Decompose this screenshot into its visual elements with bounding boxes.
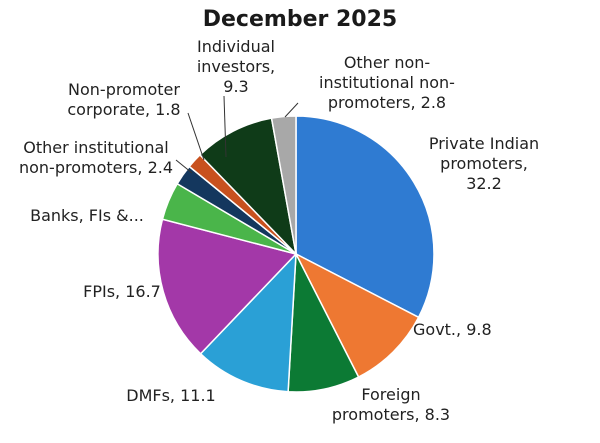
- slice-label-line: institutional non-: [319, 73, 455, 92]
- slice-label-line: promoters, 2.8: [328, 93, 446, 112]
- slice-label-line: Govt., 9.8: [413, 320, 492, 339]
- slice-label-line: 32.2: [466, 174, 502, 193]
- pie-slice: [199, 252, 297, 393]
- slice-label-line: DMFs, 11.1: [126, 386, 215, 405]
- slice-label: Other non-institutional non-promoters, 2…: [319, 53, 455, 112]
- slice-label-line: promoters,: [440, 154, 528, 173]
- slice-label: Private Indian promoters, 32.2: [429, 134, 539, 193]
- slice-label-line: corporate, 1.8: [67, 100, 180, 119]
- slice-label-line: 9.3: [223, 77, 248, 96]
- slice-label-line: Individual: [197, 37, 275, 56]
- pie-slice: [198, 117, 298, 257]
- slice-labels: Private Indian promoters, 32.2 Govt., 9.8 Fo…: [19, 37, 539, 424]
- slice-label: Individual investors, 9.3: [197, 37, 275, 96]
- slice-label: Banks, FIs &...: [30, 206, 144, 225]
- slice-label: DMFs, 11.1: [126, 386, 215, 405]
- slice-label-line: Other institutional: [23, 138, 168, 157]
- slice-label-line: promoters, 8.3: [332, 405, 450, 424]
- slice-label: Non-promoter corporate, 1.8: [67, 80, 180, 119]
- slice-label-line: Private Indian: [429, 134, 539, 153]
- slice-label: Foreign promoters, 8.3: [332, 385, 450, 424]
- slice-label: FPIs, 16.7: [83, 282, 161, 301]
- pie-slice: [270, 115, 297, 255]
- slice-label-line: Banks, FIs &...: [30, 206, 144, 225]
- slice-label: Other institutional non-promoters, 2.4: [19, 138, 173, 177]
- chart-title: December 2025: [203, 7, 397, 32]
- pie-slices: [157, 115, 435, 393]
- slice-label-line: non-promoters, 2.4: [19, 158, 173, 177]
- slice-label-line: Non-promoter: [68, 80, 180, 99]
- slice-label-line: Other non-: [344, 53, 430, 72]
- pie-slice: [294, 252, 420, 379]
- leader-line: [187, 112, 205, 161]
- slice-label-line: Foreign: [361, 385, 420, 404]
- leader-line: [223, 95, 227, 158]
- slice-label: Govt., 9.8: [413, 320, 492, 339]
- pie-slice: [295, 115, 435, 319]
- slice-label-line: investors,: [197, 57, 275, 76]
- slice-label-line: FPIs, 16.7: [83, 282, 161, 301]
- leader-lines: [175, 95, 299, 174]
- leader-line: [175, 159, 193, 174]
- leader-line: [284, 102, 299, 118]
- pie-slice: [157, 218, 298, 355]
